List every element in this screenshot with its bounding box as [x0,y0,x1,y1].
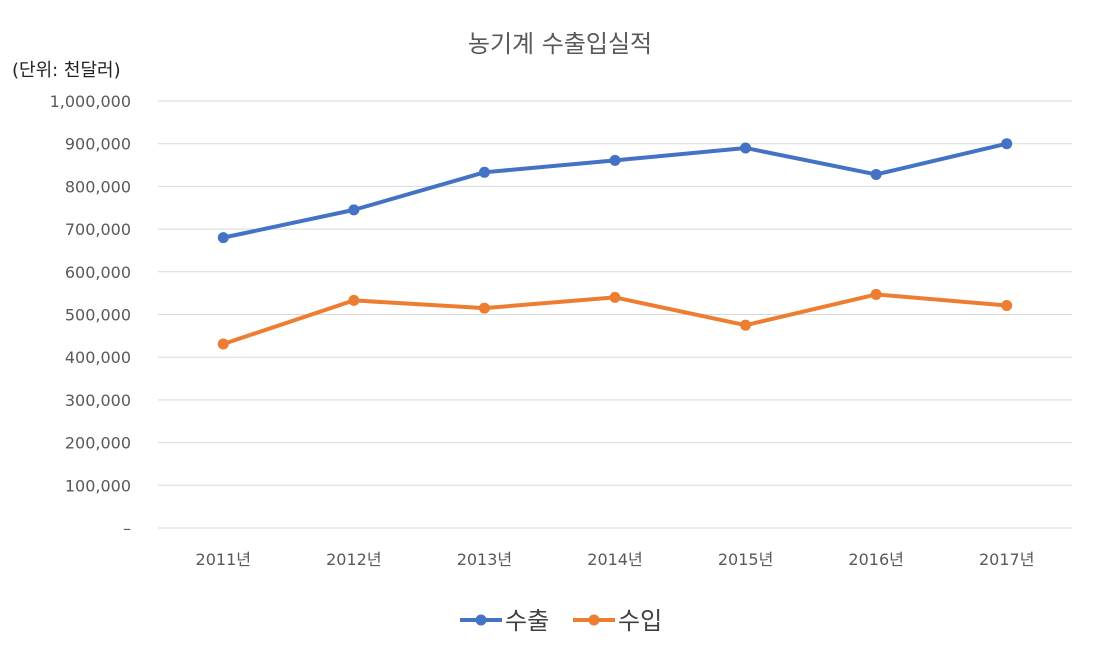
series-group [217,138,1013,350]
y-tick-label: 1,000,000 [50,92,131,111]
data-point [740,319,752,331]
data-point [217,232,229,244]
x-tick-label: 2015년 [718,550,773,569]
y-tick-label: 200,000 [65,434,131,453]
y-tick-label: 700,000 [65,220,131,239]
y-tick-label: 800,000 [65,177,131,196]
y-tick-label: – [123,519,131,538]
y-tick-label: 400,000 [65,348,131,367]
legend-label: 수출 [505,607,549,635]
legend-label: 수입 [618,607,662,635]
legend-marker [475,614,487,626]
y-tick-label: 300,000 [65,391,131,410]
data-point [478,302,490,314]
data-point [1001,138,1013,150]
data-point [740,142,752,154]
data-point [478,166,490,178]
data-point [870,168,882,180]
x-tick-label: 2014년 [587,550,642,569]
chart-title: 농기계 수출입실적 [468,30,652,58]
legend-marker [588,614,600,626]
data-point [870,288,882,300]
data-point [609,154,621,166]
y-axis-ticks: – 100,000 200,000 300,000 400,000 500,000 600,… [50,92,131,538]
y-tick-label: 500,000 [65,306,131,325]
x-tick-label: 2013년 [457,550,512,569]
data-point [348,294,360,306]
data-point [217,338,229,350]
data-point [609,291,621,303]
data-point [348,204,360,216]
y-tick-label: 900,000 [65,135,131,154]
x-tick-label: 2017년 [979,550,1034,569]
unit-label: (단위: 천달러) [12,60,121,81]
x-tick-label: 2016년 [848,550,903,569]
y-tick-label: 600,000 [65,263,131,282]
y-tick-label: 100,000 [65,476,131,495]
legend: 수출 수입 [460,607,662,635]
x-axis-ticks: 2011년 2012년 2013년 2014년 2015년 2016년 2017년 [196,550,1035,569]
x-tick-label: 2012년 [326,550,381,569]
x-tick-label: 2011년 [196,550,251,569]
data-point [1001,300,1013,312]
